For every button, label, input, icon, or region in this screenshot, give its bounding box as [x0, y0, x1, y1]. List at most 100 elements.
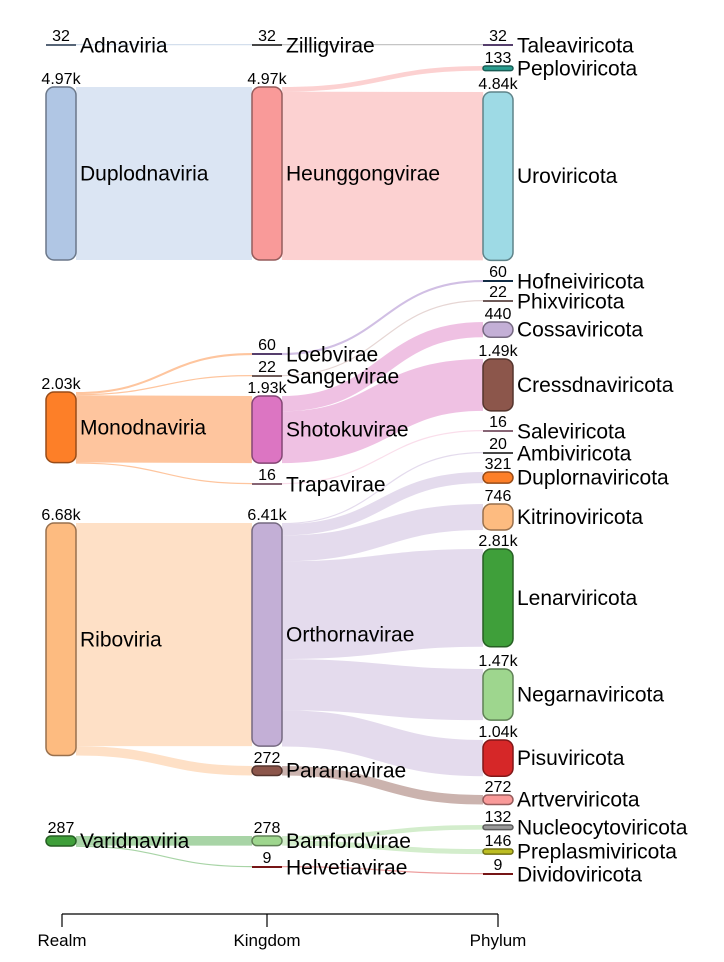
node-label-duplornaviricota: Duplornaviricota [517, 467, 669, 490]
link-orthornavirae-negarnaviricota [281, 659, 484, 721]
node-shotokuvirae [251, 395, 283, 464]
node-label-helvetiavirae: Helvetiavirae [286, 857, 407, 880]
node-label-pisuviricota: Pisuviricota [517, 747, 625, 770]
node-preplasmiviricota [482, 848, 514, 855]
node-value-bamfordvirae: 278 [254, 820, 281, 837]
node-kitrinoviricota [482, 503, 514, 531]
node-cressdnaviricota [482, 358, 514, 412]
node-helvetiavirae [252, 866, 282, 868]
link-orthornavirae-ambiviricota [281, 452, 484, 525]
link-bamfordvirae-preplasmiviricota [281, 840, 484, 855]
node-value-nucleocytoviricota: 132 [485, 809, 512, 826]
column-axis: Realm Kingdom Phylum [37, 913, 527, 950]
link-monodnaviria-loebvirae [75, 353, 253, 395]
node-value-ambiviricota: 20 [489, 436, 507, 453]
node-label-riboviria: Riboviria [80, 628, 162, 651]
node-value-lenarviricota: 2.81k [478, 533, 518, 550]
node-label-kitrinoviricota: Kitrinoviricota [517, 506, 643, 529]
node-pararnavirae [251, 765, 283, 777]
link-pararnavirae-artverviricota [281, 766, 484, 805]
axis-label-phylum: Phylum [470, 931, 527, 950]
node-value-saleviricota: 16 [489, 414, 507, 431]
node-label-heunggongvirae: Heunggongvirae [286, 163, 440, 186]
node-zilligvirae [252, 44, 282, 46]
node-value-trapavirae: 16 [258, 467, 276, 484]
link-monodnaviria-sangervirae [75, 375, 253, 396]
node-value-peploviricota: 133 [485, 50, 512, 67]
node-duplornaviricota [482, 471, 514, 484]
node-value-varidnaviria: 287 [48, 820, 75, 837]
node-label-cressdnaviricota: Cressdnaviricota [517, 374, 674, 397]
nodes-layer [45, 44, 514, 875]
labels-layer: 32 Adnaviria 4.97k Duplodnaviria 2.03k Monodn… [41, 28, 687, 887]
node-sangervirae [252, 375, 282, 377]
node-label-nucleocytoviricota: Nucleocytoviricota [517, 816, 688, 839]
node-value-zilligvirae: 32 [258, 28, 276, 45]
node-label-phixviricota: Phixviricota [517, 291, 625, 314]
link-heunggongvirae-peploviricota [281, 66, 484, 92]
node-nucleocytoviricota [482, 824, 514, 831]
link-trapavirae-saleviricota [281, 430, 484, 485]
node-pisuviricota [482, 739, 514, 777]
node-value-heunggongvirae: 4.97k [247, 71, 287, 88]
node-label-varidnaviria: Varidnaviria [80, 830, 190, 853]
node-ambiviricota [483, 452, 513, 454]
node-label-shotokuvirae: Shotokuvirae [286, 419, 409, 442]
node-label-saleviricota: Saleviricota [517, 421, 626, 444]
node-label-sangervirae: Sangervirae [286, 366, 399, 389]
axis-label-kingdom: Kingdom [233, 931, 300, 950]
node-value-monodnaviria: 2.03k [41, 376, 81, 393]
link-orthornavirae-duplornaviricota [281, 471, 484, 536]
node-label-negarnaviricota: Negarnaviricota [517, 684, 664, 707]
link-shotokuvirae-cossaviricota [281, 322, 484, 412]
node-value-cossaviricota: 440 [485, 306, 512, 323]
node-dividoviricota [483, 873, 513, 875]
node-bamfordvirae [251, 835, 283, 847]
node-label-trapavirae: Trapavirae [286, 474, 386, 497]
node-cossaviricota [482, 321, 514, 339]
link-bamfordvirae-nucleocytoviricota [281, 825, 484, 841]
node-label-loebvirae: Loebvirae [286, 344, 378, 367]
axis-label-realm: Realm [37, 931, 86, 950]
node-phixviricota [483, 300, 513, 302]
node-value-taleaviricota: 32 [489, 28, 507, 45]
link-helvetiavirae-dividoviricota [281, 866, 484, 875]
link-varidnaviria-helvetiavirae [75, 845, 253, 868]
node-adnaviria [46, 44, 76, 46]
node-monodnaviria [45, 391, 77, 464]
node-label-pararnavirae: Pararnavirae [286, 760, 406, 783]
node-label-preplasmiviricota: Preplasmiviricota [517, 841, 677, 864]
node-uroviricota [482, 91, 514, 262]
node-lenarviricota [482, 548, 514, 648]
link-orthornavirae-pisuviricota [281, 710, 484, 777]
link-riboviria-pararnavirae [75, 746, 253, 776]
node-label-hofneiviricota: Hofneiviricota [517, 271, 645, 294]
node-taleaviricota [483, 44, 513, 46]
node-duplodnaviria [45, 86, 77, 261]
node-riboviria [45, 522, 77, 757]
node-negarnaviricota [482, 668, 514, 721]
node-label-adnaviria: Adnaviria [80, 35, 168, 58]
node-label-peploviricota: Peploviricota [517, 57, 638, 80]
link-orthornavirae-kitrinoviricota [281, 503, 484, 562]
node-value-pisuviricota: 1.04k [478, 724, 518, 741]
link-sangervirae-phixviricota [281, 300, 484, 377]
node-value-artverviricota: 272 [485, 779, 512, 796]
node-label-dividoviricota: Dividoviricota [517, 864, 642, 887]
node-value-duplodnaviria: 4.97k [41, 71, 81, 88]
node-label-monodnaviria: Monodnaviria [80, 416, 206, 439]
node-label-cossaviricota: Cossaviricota [517, 319, 643, 342]
node-label-artverviricota: Artverviricota [517, 789, 640, 812]
node-varidnaviria [45, 835, 77, 847]
link-orthornavirae-lenarviricota [281, 549, 484, 660]
node-label-taleaviricota: Taleaviricota [517, 35, 634, 58]
node-value-negarnaviricota: 1.47k [478, 653, 518, 670]
node-loebvirae [252, 353, 282, 355]
node-trapavirae [252, 483, 282, 485]
node-value-hofneiviricota: 60 [489, 264, 507, 281]
node-value-shotokuvirae: 1.93k [247, 380, 287, 397]
node-value-kitrinoviricota: 746 [485, 488, 512, 505]
node-value-cressdnaviricota: 1.49k [478, 343, 518, 360]
link-monodnaviria-shotokuvirae [75, 395, 253, 464]
